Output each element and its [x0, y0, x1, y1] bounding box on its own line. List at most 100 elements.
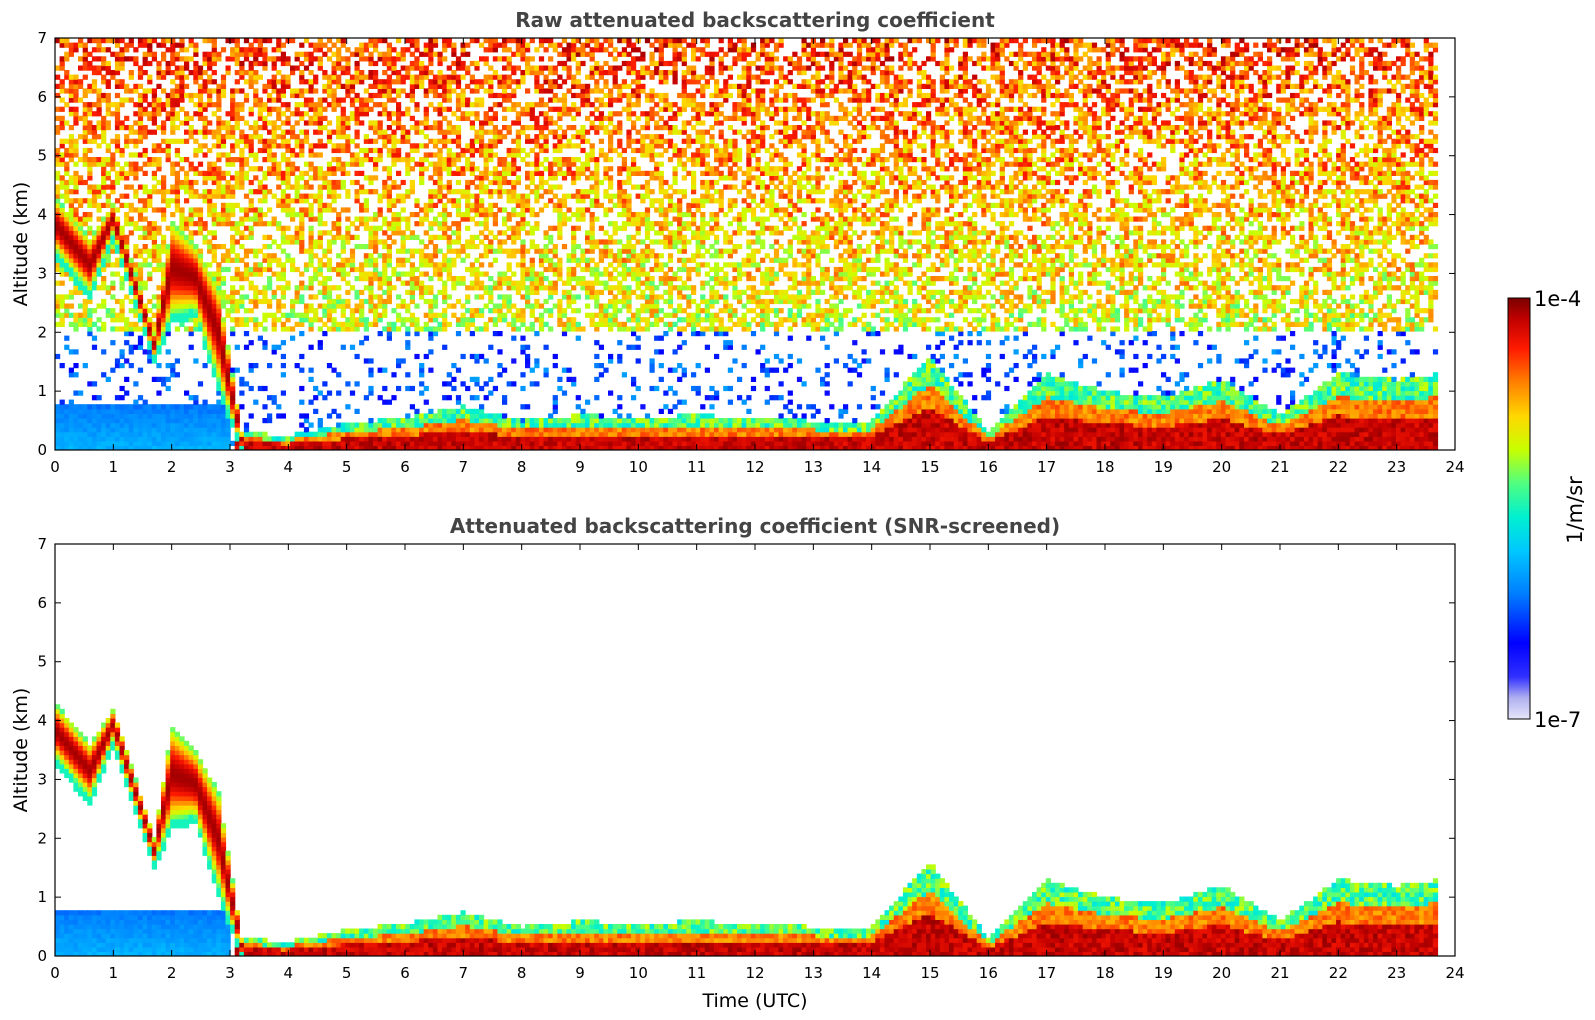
heatmap-cell	[474, 221, 480, 227]
heatmap-cell	[142, 198, 148, 204]
heatmap-cell	[161, 381, 167, 387]
heatmap-cell	[142, 445, 148, 450]
heatmap-cell	[179, 436, 185, 442]
heatmap-cell	[216, 308, 222, 314]
heatmap-cell	[82, 440, 88, 446]
heatmap-cell	[133, 111, 139, 117]
heatmap-cell	[59, 106, 65, 112]
heatmap-cell	[151, 51, 157, 57]
heatmap-cell	[460, 216, 466, 222]
heatmap-cell	[373, 248, 379, 254]
heatmap-cell	[511, 312, 517, 318]
heatmap-cell	[207, 445, 213, 450]
heatmap-cell	[506, 106, 512, 112]
heatmap-cell	[336, 38, 342, 44]
heatmap-cell	[96, 395, 102, 401]
heatmap-cell	[91, 79, 98, 85]
heatmap-cell	[105, 408, 111, 414]
heatmap-cell	[317, 230, 323, 236]
heatmap-cell	[428, 408, 434, 414]
heatmap-cell	[202, 262, 208, 268]
heatmap-cell	[55, 38, 61, 44]
heatmap-cell	[326, 47, 333, 53]
heatmap-cell	[354, 326, 360, 332]
heatmap-cell	[497, 42, 503, 48]
heatmap-cell	[419, 79, 425, 85]
heatmap-cell	[414, 280, 420, 286]
heatmap-cell	[299, 413, 305, 419]
chart-title: Raw attenuated backscattering coefficien…	[515, 8, 995, 32]
heatmap-cell	[331, 60, 337, 67]
heatmap-cell	[197, 65, 204, 71]
heatmap-cell	[142, 70, 148, 76]
heatmap-cell	[78, 431, 84, 437]
heatmap-cell	[345, 326, 351, 332]
heatmap-cell	[82, 161, 88, 167]
heatmap-cell	[446, 427, 452, 433]
heatmap-cell	[248, 189, 254, 195]
heatmap-cell	[502, 303, 508, 309]
heatmap-cell	[184, 65, 190, 71]
heatmap-cell	[248, 125, 254, 131]
heatmap-cell	[59, 363, 65, 369]
heatmap-cell	[502, 239, 508, 245]
heatmap-cell	[156, 248, 162, 254]
heatmap-cell	[202, 317, 208, 323]
heatmap-cell	[202, 239, 208, 245]
heatmap-cell	[114, 445, 121, 450]
heatmap-cell	[257, 321, 263, 327]
heatmap-cell	[515, 129, 521, 135]
heatmap-cell	[73, 207, 79, 213]
heatmap-cell	[220, 303, 227, 309]
heatmap-cell	[197, 70, 204, 76]
heatmap-cell	[216, 445, 222, 450]
heatmap-cell	[142, 408, 148, 414]
heatmap-cell	[119, 308, 125, 314]
heatmap-cell	[460, 440, 466, 446]
heatmap-cell	[207, 289, 213, 295]
heatmap-cell	[326, 38, 333, 44]
heatmap-cell	[276, 276, 282, 282]
heatmap-cell	[465, 427, 471, 433]
heatmap-cell	[87, 88, 93, 94]
heatmap-cell	[147, 431, 153, 437]
heatmap-cell	[64, 193, 70, 199]
heatmap-cell	[391, 221, 397, 227]
heatmap-cell	[211, 170, 217, 176]
heatmap-cell	[299, 239, 305, 245]
heatmap-cell	[267, 285, 273, 291]
heatmap-cell	[174, 138, 180, 144]
heatmap-cell	[165, 225, 171, 231]
heatmap-cell	[225, 404, 231, 410]
heatmap-cell	[409, 266, 415, 273]
heatmap-cell	[262, 120, 268, 126]
heatmap-cell	[377, 51, 383, 57]
heatmap-cell	[340, 129, 346, 135]
heatmap-cell	[451, 280, 457, 286]
heatmap-cell	[147, 88, 153, 94]
heatmap-cell	[137, 97, 144, 103]
heatmap-cell	[101, 134, 107, 140]
heatmap-cell	[207, 198, 213, 204]
heatmap-cell	[442, 212, 448, 218]
heatmap-cell	[137, 418, 144, 424]
heatmap-cell	[326, 161, 333, 167]
heatmap-cell	[382, 308, 388, 314]
heatmap-cell	[156, 431, 162, 437]
heatmap-cell	[105, 97, 111, 103]
heatmap-cell	[377, 312, 383, 318]
heatmap-cell	[202, 170, 208, 176]
heatmap-cell	[105, 125, 111, 131]
heatmap-cell	[211, 257, 217, 263]
heatmap-cell	[147, 335, 153, 341]
heatmap-cell	[479, 404, 485, 410]
heatmap-cell	[455, 239, 462, 245]
heatmap-cell	[511, 381, 517, 387]
heatmap-cell	[230, 404, 236, 410]
heatmap-cell	[303, 418, 310, 424]
heatmap-cell	[483, 216, 489, 222]
heatmap-cell	[82, 106, 88, 112]
heatmap-cell	[55, 115, 61, 121]
heatmap-cell	[377, 212, 383, 218]
heatmap-cell	[331, 298, 337, 305]
